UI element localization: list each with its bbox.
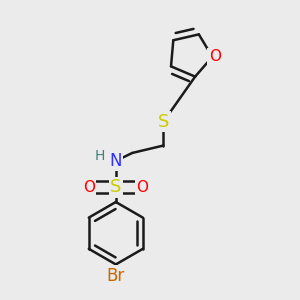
Text: S: S bbox=[110, 178, 122, 196]
Text: H: H bbox=[94, 148, 105, 163]
Text: O: O bbox=[83, 180, 95, 195]
Text: N: N bbox=[110, 152, 122, 170]
Text: O: O bbox=[209, 49, 221, 64]
Text: O: O bbox=[136, 180, 148, 195]
Text: Br: Br bbox=[107, 267, 125, 285]
Text: S: S bbox=[158, 113, 169, 131]
